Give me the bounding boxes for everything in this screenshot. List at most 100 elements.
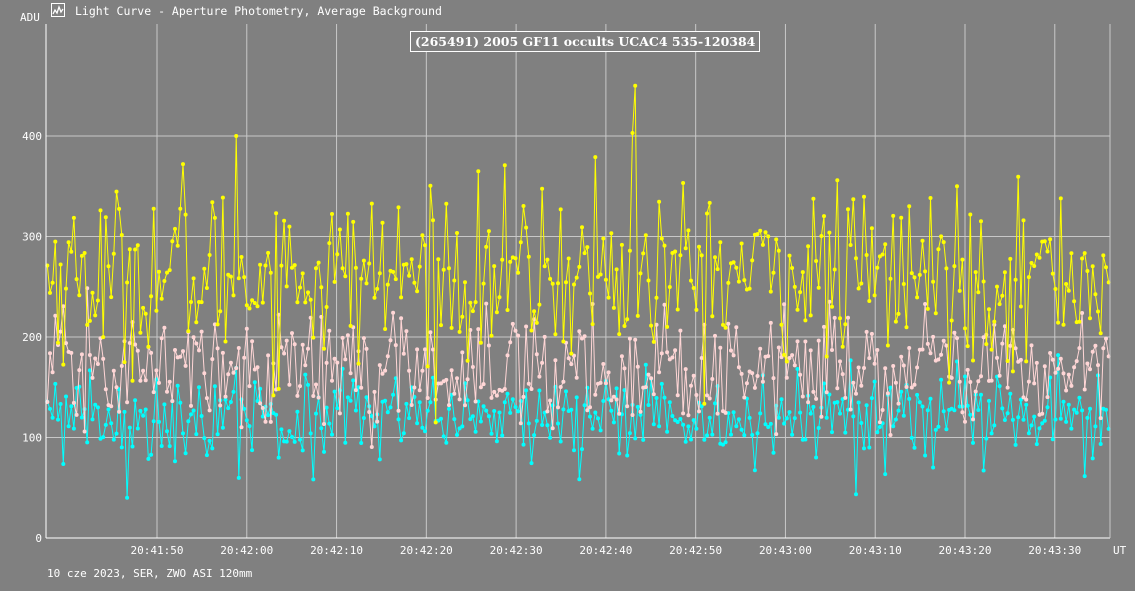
data-point — [48, 351, 52, 356]
data-point — [883, 242, 888, 247]
data-point — [417, 400, 422, 405]
data-point — [995, 284, 999, 289]
data-point — [361, 416, 366, 420]
data-point — [1088, 316, 1092, 321]
data-point — [364, 395, 369, 400]
data-point — [755, 232, 760, 237]
data-point — [617, 332, 622, 337]
data-point — [734, 424, 739, 429]
data-point — [816, 338, 821, 343]
data-point — [891, 364, 896, 368]
data-point — [513, 405, 518, 409]
data-point — [673, 249, 678, 254]
data-point — [540, 186, 545, 191]
data-point — [300, 342, 305, 347]
data-point — [976, 290, 981, 295]
data-point — [729, 432, 733, 437]
data-point — [694, 307, 699, 312]
data-point — [322, 449, 326, 454]
data-point — [165, 429, 169, 434]
data-point — [715, 411, 720, 416]
data-point — [755, 431, 760, 436]
data-point — [266, 353, 271, 358]
data-point — [633, 436, 638, 441]
data-point — [702, 401, 707, 406]
data-point — [157, 269, 161, 274]
data-point — [981, 468, 986, 473]
data-point — [808, 348, 813, 353]
data-point — [266, 413, 271, 418]
data-point — [431, 218, 435, 223]
data-point — [699, 356, 704, 360]
data-point — [883, 366, 888, 371]
x-tick-label: 20:42:20 — [400, 544, 453, 557]
data-point — [1008, 256, 1013, 261]
data-point — [598, 272, 603, 277]
data-point — [569, 351, 574, 356]
data-point — [383, 368, 388, 373]
data-point — [569, 407, 574, 412]
light-curve-icon[interactable] — [51, 3, 65, 17]
data-point — [787, 253, 792, 258]
data-point — [614, 386, 619, 391]
data-point — [228, 274, 233, 279]
data-point — [979, 374, 983, 379]
data-point — [949, 318, 954, 323]
x-tick-label: 20:43:20 — [939, 544, 992, 557]
data-point — [752, 468, 757, 473]
data-point — [989, 431, 994, 436]
data-point — [516, 270, 521, 275]
data-point — [718, 345, 723, 350]
data-point — [391, 269, 396, 274]
data-point — [598, 380, 603, 385]
data-point — [646, 372, 651, 377]
data-point — [311, 394, 316, 398]
data-point — [848, 243, 853, 247]
data-point — [1040, 411, 1045, 416]
data-point — [444, 377, 449, 382]
data-point — [603, 381, 608, 386]
data-point — [481, 404, 486, 409]
data-point — [82, 251, 87, 255]
data-point — [1058, 356, 1063, 361]
data-point — [622, 366, 627, 371]
data-point — [404, 329, 409, 334]
data-point — [50, 280, 55, 285]
series-line — [46, 355, 1110, 498]
data-point — [955, 184, 959, 189]
data-point — [553, 358, 558, 363]
data-point — [178, 206, 183, 211]
data-point — [165, 270, 169, 275]
data-point — [239, 255, 244, 259]
data-point — [1080, 408, 1085, 413]
data-point — [657, 199, 662, 204]
data-point — [183, 451, 188, 456]
data-point — [635, 313, 640, 318]
data-point — [279, 345, 284, 350]
data-point — [566, 256, 571, 261]
data-point — [220, 350, 225, 355]
data-point — [758, 411, 763, 416]
data-point — [385, 410, 390, 415]
data-point — [56, 340, 60, 345]
data-point — [548, 276, 553, 281]
data-point — [614, 397, 619, 402]
data-point — [1002, 270, 1007, 275]
data-point — [247, 384, 252, 389]
data-point — [1098, 331, 1103, 336]
data-point — [997, 302, 1002, 307]
data-point — [1088, 406, 1092, 411]
data-point — [266, 250, 271, 255]
data-point — [1002, 324, 1007, 329]
data-point — [678, 328, 683, 333]
data-point — [167, 268, 172, 273]
data-point — [830, 348, 834, 352]
data-point — [364, 281, 369, 286]
data-point — [508, 410, 513, 415]
data-point — [888, 385, 893, 390]
data-point — [1080, 311, 1085, 315]
data-point — [987, 398, 991, 403]
data-point — [210, 446, 215, 451]
data-point — [806, 244, 811, 249]
data-point — [702, 437, 707, 442]
